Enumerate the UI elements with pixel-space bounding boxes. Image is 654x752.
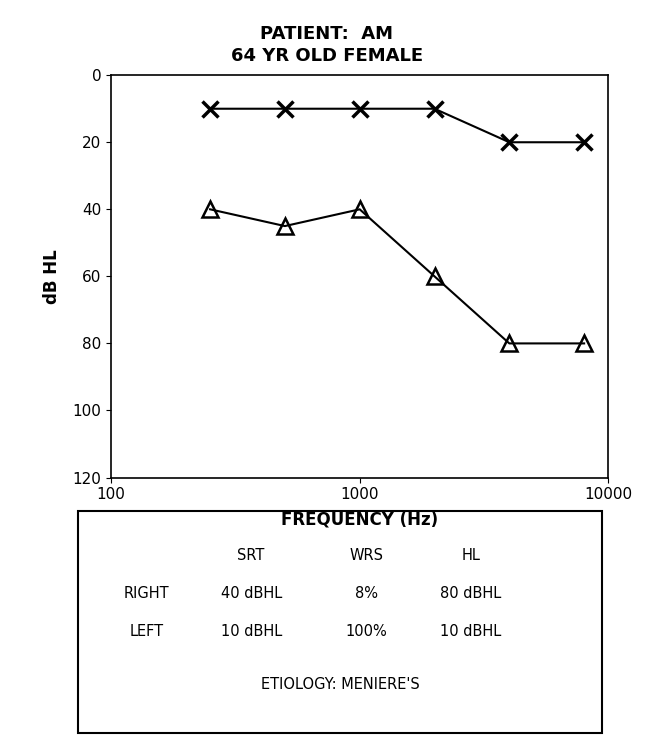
Text: ETIOLOGY: MENIERE'S: ETIOLOGY: MENIERE'S [261, 677, 419, 692]
Text: 8%: 8% [354, 586, 378, 601]
Text: 10 dBHL: 10 dBHL [220, 623, 282, 638]
Text: HL: HL [462, 548, 480, 563]
Text: 10 dBHL: 10 dBHL [440, 623, 502, 638]
Text: 40 dBHL: 40 dBHL [220, 586, 282, 601]
Text: WRS: WRS [349, 548, 383, 563]
Text: SRT: SRT [237, 548, 265, 563]
Text: 64 YR OLD FEMALE: 64 YR OLD FEMALE [231, 47, 423, 65]
Text: PATIENT:  AM: PATIENT: AM [260, 25, 394, 43]
Text: LEFT: LEFT [129, 623, 164, 638]
Text: RIGHT: RIGHT [124, 586, 169, 601]
Text: 80 dBHL: 80 dBHL [440, 586, 502, 601]
Y-axis label: dB HL: dB HL [43, 249, 61, 304]
Text: 100%: 100% [345, 623, 387, 638]
X-axis label: FREQUENCY (Hz): FREQUENCY (Hz) [281, 511, 438, 529]
